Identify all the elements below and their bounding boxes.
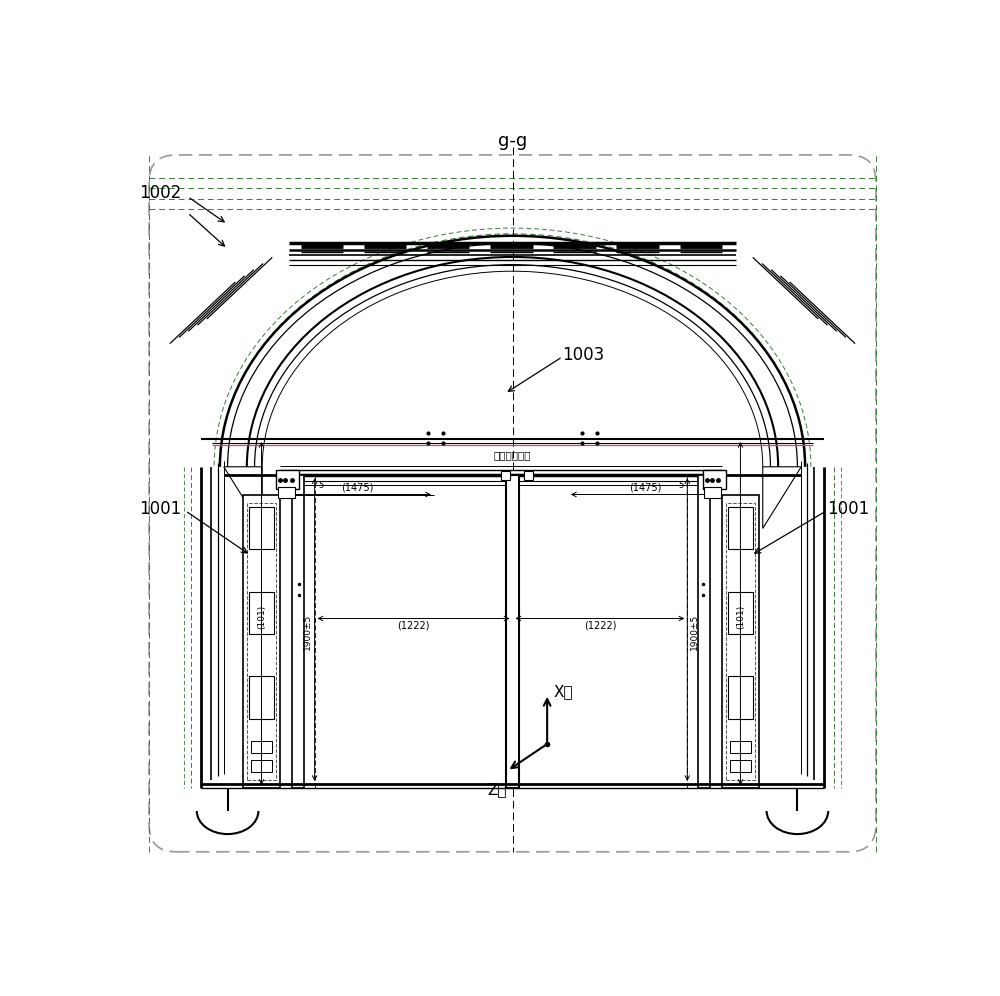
Text: g-g: g-g bbox=[498, 132, 527, 150]
Text: (1222): (1222) bbox=[397, 621, 430, 630]
Bar bbox=[276, 470, 299, 489]
Bar bbox=[249, 507, 274, 549]
Text: (1475): (1475) bbox=[341, 482, 373, 492]
Bar bbox=[278, 487, 295, 498]
Bar bbox=[506, 475, 519, 788]
Bar bbox=[501, 471, 510, 480]
Text: (101): (101) bbox=[257, 606, 266, 629]
Bar bbox=[728, 592, 753, 633]
Text: Z向: Z向 bbox=[487, 783, 507, 798]
Text: 5: 5 bbox=[678, 481, 683, 490]
Bar bbox=[247, 503, 276, 780]
Bar bbox=[243, 495, 280, 788]
Bar bbox=[704, 487, 721, 498]
Bar bbox=[249, 676, 274, 718]
Bar bbox=[698, 475, 710, 788]
Bar bbox=[722, 495, 759, 788]
Text: (101): (101) bbox=[736, 606, 745, 629]
Text: 1003: 1003 bbox=[563, 347, 605, 365]
Bar bbox=[524, 471, 533, 480]
Bar bbox=[728, 676, 753, 718]
Bar bbox=[703, 470, 726, 489]
Text: 1001: 1001 bbox=[139, 500, 181, 518]
Bar bbox=[730, 741, 751, 753]
Bar bbox=[292, 475, 304, 788]
Text: 地板布上表面: 地板布上表面 bbox=[494, 450, 531, 460]
Text: 1900±5: 1900±5 bbox=[303, 614, 312, 649]
Text: 1002: 1002 bbox=[139, 184, 181, 202]
Bar bbox=[728, 507, 753, 549]
Text: (1475): (1475) bbox=[629, 482, 661, 492]
Bar bbox=[251, 741, 272, 753]
Text: 1001: 1001 bbox=[827, 500, 869, 518]
Bar bbox=[726, 503, 755, 780]
Text: X向: X向 bbox=[553, 684, 573, 699]
Text: (1222): (1222) bbox=[584, 621, 616, 630]
Bar bbox=[251, 760, 272, 773]
Text: 5: 5 bbox=[318, 481, 324, 490]
Bar bbox=[730, 760, 751, 773]
Text: 1900±5: 1900±5 bbox=[690, 614, 699, 649]
FancyBboxPatch shape bbox=[149, 155, 876, 852]
Bar bbox=[249, 592, 274, 633]
